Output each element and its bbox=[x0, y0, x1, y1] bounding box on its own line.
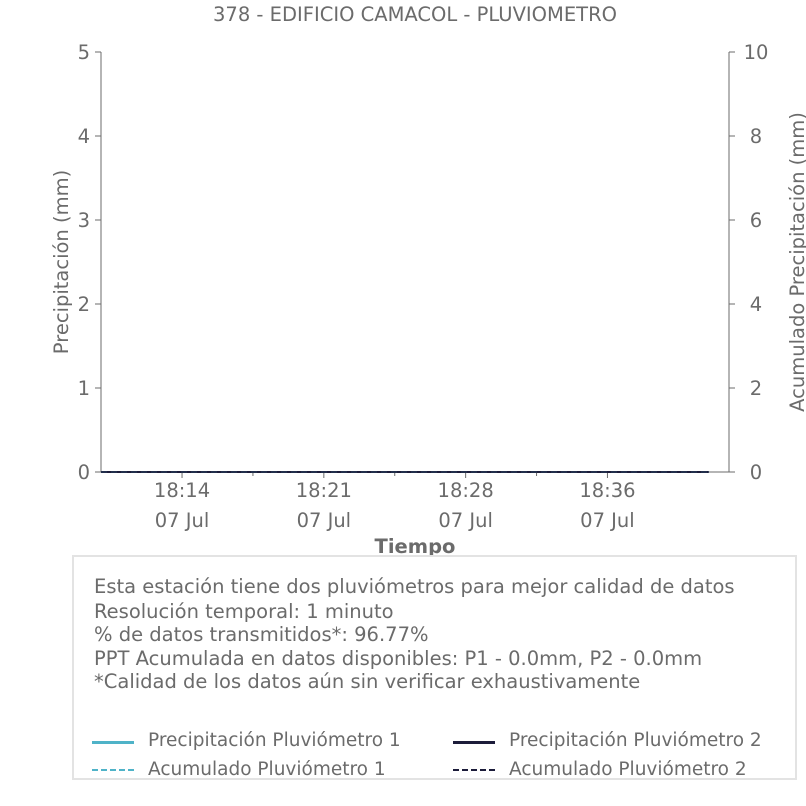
info-line-transmitted: % de datos transmitidos*: 96.77% bbox=[94, 623, 429, 646]
x-tick-label-time: 18:36 bbox=[579, 479, 635, 502]
y2-tick-label: 0 bbox=[750, 461, 762, 484]
legend-swatch-acum1 bbox=[92, 769, 134, 771]
y-tick-label: 1 bbox=[78, 377, 90, 400]
y2-tick-label: 2 bbox=[750, 377, 762, 400]
info-line-resolution: Resolución temporal: 1 minuto bbox=[94, 600, 394, 623]
legend-label-p1: Precipitación Pluviómetro 1 bbox=[148, 730, 401, 751]
chart-title: 378 - EDIFICIO CAMACOL - PLUVIOMETRO bbox=[213, 3, 617, 26]
info-box: Esta estación tiene dos pluviómetros par… bbox=[72, 555, 797, 780]
x-tick-label-date: 07 Jul bbox=[297, 509, 352, 532]
x-tick-label-time: 18:14 bbox=[154, 479, 210, 502]
y-tick-label: 4 bbox=[78, 125, 90, 148]
legend-swatch-p2 bbox=[453, 741, 495, 744]
legend-label-p2: Precipitación Pluviómetro 2 bbox=[509, 730, 762, 751]
y2-tick-label: 4 bbox=[750, 293, 762, 316]
y2-tick-label: 8 bbox=[750, 125, 762, 148]
x-tick-label-date: 07 Jul bbox=[438, 509, 493, 532]
legend-label-acum2: Acumulado Pluviómetro 2 bbox=[509, 759, 747, 780]
y-tick-label: 0 bbox=[78, 461, 90, 484]
info-line-stations: Esta estación tiene dos pluviómetros par… bbox=[94, 575, 735, 598]
y-axis-label: Precipitación (mm) bbox=[50, 170, 73, 354]
x-tick-label-date: 07 Jul bbox=[580, 509, 635, 532]
info-line-quality-note: *Calidad de los datos aún sin verificar … bbox=[94, 670, 641, 693]
chart: 378 - EDIFICIO CAMACOL - PLUVIOMETRO 0 1 2… bbox=[50, 3, 806, 556]
y-tick-label: 5 bbox=[78, 41, 90, 64]
info-line-accumulated: PPT Acumulada en datos disponibles: P1 -… bbox=[94, 647, 703, 670]
legend-swatch-acum2 bbox=[453, 769, 495, 771]
y2-tick-label: 10 bbox=[744, 41, 769, 64]
y-tick-label: 2 bbox=[78, 293, 90, 316]
x-tick-label-time: 18:21 bbox=[296, 479, 352, 502]
x-axis-label: Tiempo bbox=[375, 535, 456, 556]
legend-swatch-p1 bbox=[92, 741, 134, 744]
x-tick-label-date: 07 Jul bbox=[155, 509, 210, 532]
y2-axis-label: Acumulado Precipitación (mm) bbox=[786, 112, 806, 412]
x-tick-label-time: 18:28 bbox=[438, 479, 494, 502]
legend-label-acum1: Acumulado Pluviómetro 1 bbox=[148, 759, 386, 780]
axes: 0 1 2 3 4 5 0 2 4 6 8 10 18:14 07 Jul 18:21 07 Jul 18:28… bbox=[78, 41, 769, 532]
y2-tick-label: 6 bbox=[750, 209, 762, 232]
y-tick-label: 3 bbox=[78, 209, 90, 232]
